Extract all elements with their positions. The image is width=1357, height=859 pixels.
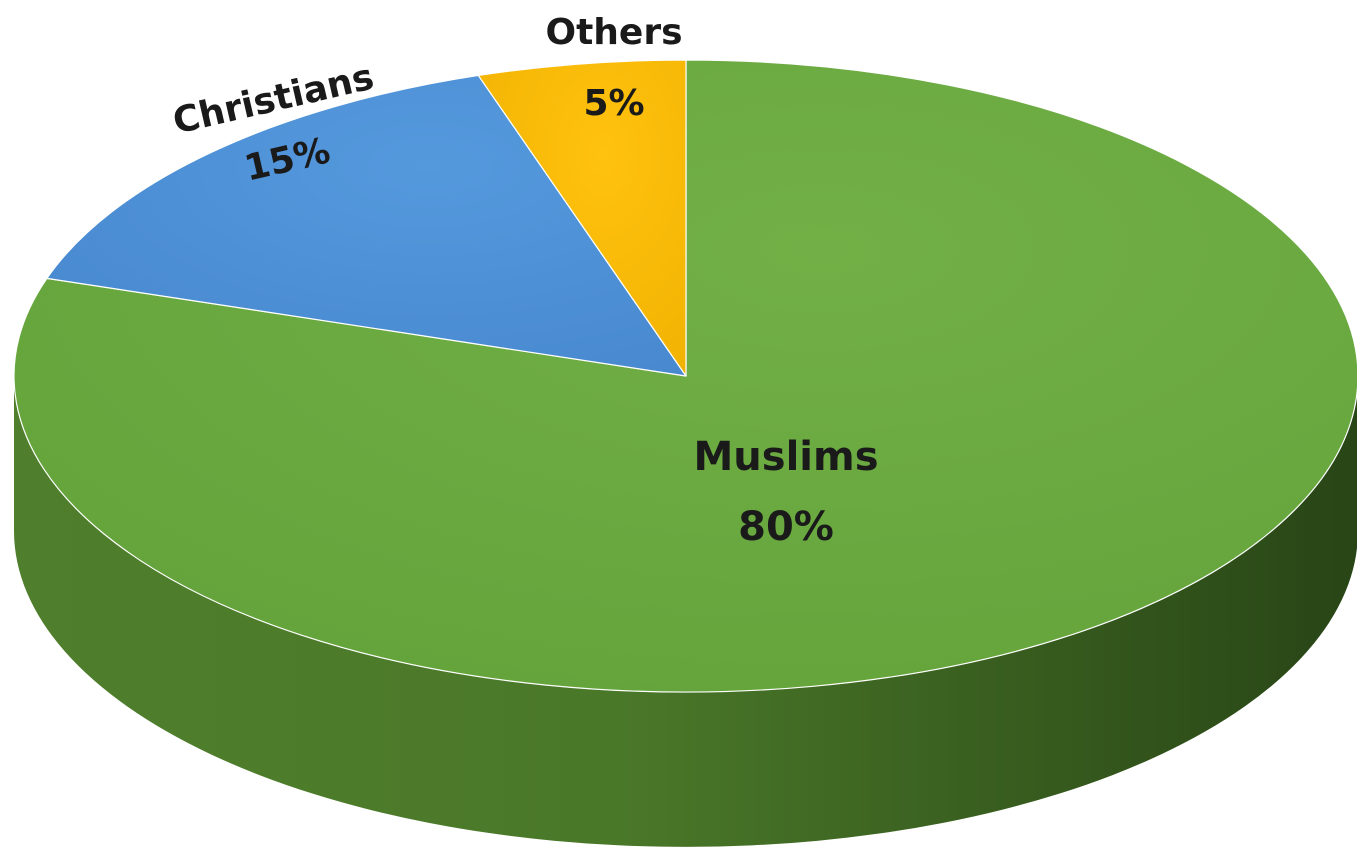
pie-side-wall-muslims bbox=[14, 376, 1357, 847]
data-label-others: Others 5% bbox=[545, 12, 682, 124]
data-label-muslims: Muslims 80% bbox=[694, 434, 879, 550]
pie-side-wall bbox=[14, 376, 1357, 847]
slice-value-others: 5% bbox=[583, 83, 644, 124]
slice-value-muslims: 80% bbox=[738, 504, 834, 550]
pie-slice-others bbox=[477, 59, 687, 377]
pie-top bbox=[13, 59, 1357, 693]
pie-slice-christians bbox=[46, 74, 687, 377]
slice-label-muslims: Muslims bbox=[694, 434, 879, 480]
slice-label-others: Others bbox=[545, 12, 682, 53]
